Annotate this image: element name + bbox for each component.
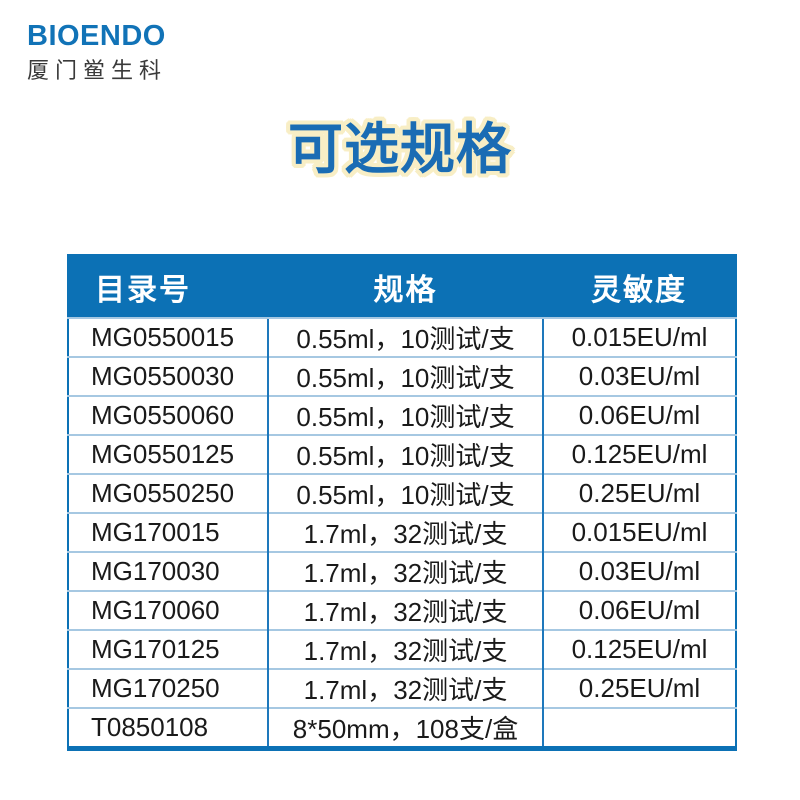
cell-sensitivity: 0.06EU/ml	[542, 590, 736, 630]
brand-subtitle: 厦门鲎生科	[27, 58, 168, 83]
cell-spec: 0.55ml，10测试/支	[267, 395, 543, 435]
cell-sensitivity: 0.25EU/ml	[542, 473, 736, 513]
cell-catalog: MG0550030	[68, 356, 268, 396]
brand-name: BIOENDO	[27, 20, 166, 52]
cell-sensitivity: 0.06EU/ml	[542, 395, 736, 435]
header-catalog-number: 目录号	[68, 255, 268, 318]
cell-catalog: T0850108	[68, 707, 268, 749]
brand-logo: BIOENDO 厦门鲎生科	[27, 22, 167, 82]
cell-sensitivity: 0.03EU/ml	[542, 551, 736, 591]
cell-catalog: MG170125	[68, 629, 268, 669]
cell-spec: 0.55ml，10测试/支	[267, 356, 543, 396]
cell-sensitivity: 0.03EU/ml	[542, 356, 736, 396]
cell-spec: 0.55ml，10测试/支	[267, 317, 543, 357]
spec-table-header: 目录号 规格 灵敏度	[68, 255, 736, 318]
table-row: MG170125 1.7ml，32测试/支 0.125EU/ml	[68, 629, 736, 669]
cell-spec: 1.7ml，32测试/支	[267, 668, 543, 708]
table-row: MG0550060 0.55ml，10测试/支 0.06EU/ml	[68, 395, 736, 435]
cell-sensitivity: 0.015EU/ml	[542, 512, 736, 552]
cell-spec: 0.55ml，10测试/支	[267, 473, 543, 513]
header-sensitivity: 灵敏度	[543, 255, 736, 318]
cell-catalog: MG170060	[68, 590, 268, 630]
cell-catalog: MG0550250	[68, 473, 268, 513]
table-row: T0850108 8*50mm，108支/盒	[68, 707, 736, 749]
cell-sensitivity	[542, 707, 736, 749]
cell-spec: 1.7ml，32测试/支	[267, 629, 543, 669]
cell-sensitivity: 0.125EU/ml	[542, 629, 736, 669]
page-title: 可选规格	[287, 118, 512, 180]
table-row: MG170030 1.7ml，32测试/支 0.03EU/ml	[68, 551, 736, 591]
table-row: MG170250 1.7ml，32测试/支 0.25EU/ml	[68, 668, 736, 708]
spec-table-body: MG0550015 0.55ml，10测试/支 0.015EU/ml MG055…	[68, 317, 736, 749]
table-row: MG170015 1.7ml，32测试/支 0.015EU/ml	[68, 512, 736, 552]
cell-sensitivity: 0.015EU/ml	[542, 317, 736, 357]
cell-catalog: MG0550125	[68, 434, 268, 474]
spec-table: 目录号 规格 灵敏度 MG0550015 0.55ml，10测试/支 0.015…	[67, 254, 737, 751]
cell-catalog: MG170030	[68, 551, 268, 591]
table-row: MG0550250 0.55ml，10测试/支 0.25EU/ml	[68, 473, 736, 513]
cell-catalog: MG0550060	[68, 395, 268, 435]
cell-sensitivity: 0.25EU/ml	[542, 668, 736, 708]
cell-catalog: MG170015	[68, 512, 268, 552]
table-row: MG0550030 0.55ml，10测试/支 0.03EU/ml	[68, 356, 736, 396]
cell-spec: 1.7ml，32测试/支	[267, 551, 543, 591]
cell-spec: 1.7ml，32测试/支	[267, 590, 543, 630]
cell-catalog: MG170250	[68, 668, 268, 708]
cell-spec: 8*50mm，108支/盒	[267, 707, 543, 749]
header-specification: 规格	[268, 255, 543, 318]
header-row: 目录号 规格 灵敏度	[68, 255, 736, 318]
table-row: MG0550125 0.55ml，10测试/支 0.125EU/ml	[68, 434, 736, 474]
cell-sensitivity: 0.125EU/ml	[542, 434, 736, 474]
cell-spec: 1.7ml，32测试/支	[267, 512, 543, 552]
table-row: MG170060 1.7ml，32测试/支 0.06EU/ml	[68, 590, 736, 630]
table-row: MG0550015 0.55ml，10测试/支 0.015EU/ml	[68, 317, 736, 357]
cell-catalog: MG0550015	[68, 317, 268, 357]
cell-spec: 0.55ml，10测试/支	[267, 434, 543, 474]
